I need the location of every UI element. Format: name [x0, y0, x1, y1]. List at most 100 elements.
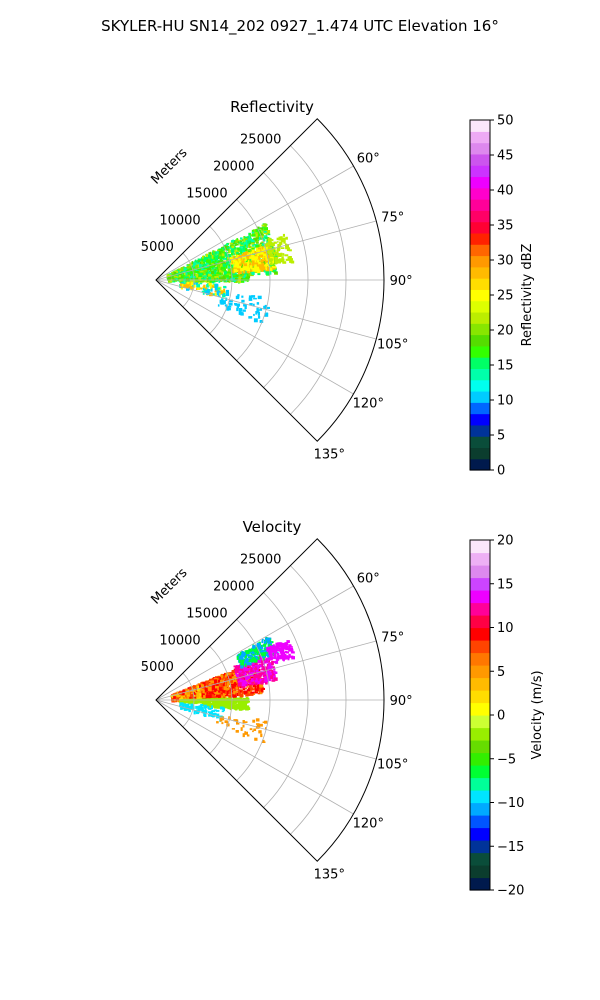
radar-echo-gate [186, 287, 190, 291]
radar-echo-gate [209, 258, 213, 262]
radar-echo-gate [260, 688, 263, 692]
radar-echo-gate [267, 640, 270, 643]
colorbar-segment [470, 142, 490, 155]
radar-echo-gate [231, 670, 235, 674]
radar-echo-gate [274, 251, 277, 255]
radar-echo-gate [260, 244, 263, 247]
radar-echo-gate [258, 730, 262, 734]
radar-echo-gate [244, 240, 247, 244]
radar-echo-gate [276, 249, 279, 254]
radar-echo-gate [211, 277, 214, 281]
radar-echo-gate [258, 316, 261, 319]
radial-tick-label: 25000 [240, 133, 281, 148]
radar-echo-gate [191, 284, 194, 288]
radar-echo-gate [258, 654, 262, 658]
colorbar-segment [470, 402, 490, 415]
radar-echo-gate [253, 692, 256, 695]
radar-echo-gate [198, 274, 202, 279]
radar-echo-gate [245, 705, 250, 708]
radar-echo-gate [215, 700, 218, 703]
radar-echo-gate [237, 677, 240, 682]
radar-echo-gate [237, 706, 240, 710]
radar-echo-gate [180, 270, 185, 274]
radar-echo-gate [257, 651, 261, 654]
radial-tick-label: 5000 [141, 240, 174, 255]
radar-echo-gate [233, 273, 237, 276]
radar-echo-gate [256, 650, 260, 654]
radar-echo-gate [203, 271, 206, 274]
radar-echo-gate [251, 242, 254, 245]
radar-echo-gate [181, 284, 185, 287]
radar-echo-gate [257, 673, 259, 677]
radar-echo-gate [187, 699, 191, 704]
radar-echo-gate [259, 308, 263, 311]
radar-echo-gate [214, 276, 218, 279]
radar-echo-gate [213, 702, 216, 705]
polar-frame [155, 118, 385, 442]
radar-echo-gate [239, 246, 242, 249]
radar-echo-gate [252, 684, 256, 688]
radar-echo-gate [235, 686, 238, 690]
radar-echo-gate [205, 253, 208, 258]
radar-echo-gate [273, 656, 277, 659]
radar-echo-gate [202, 255, 204, 259]
radar-echo-gate [220, 699, 223, 704]
radar-echo-gate [216, 705, 221, 709]
radar-echo-gate [207, 266, 212, 271]
radar-echo-gate [189, 276, 193, 278]
radar-echo-gate [184, 279, 187, 283]
radar-echo-gate [282, 258, 285, 262]
radar-echo-gate [286, 647, 291, 649]
radar-echo-gate [241, 651, 243, 654]
radar-echo-gate [179, 283, 184, 287]
radar-echo-gate [208, 276, 212, 280]
radar-echo-gate [239, 690, 243, 693]
radar-echo-gate [260, 231, 263, 236]
radar-echo-gate [251, 682, 255, 686]
radar-echo-gate [173, 694, 177, 697]
radar-echo-gate [218, 266, 221, 269]
radar-echo-gate [244, 667, 248, 670]
radar-echo-gate [218, 679, 221, 683]
radar-echo-gate [188, 268, 191, 271]
radar-echo-gate [214, 696, 218, 700]
radar-echo-gate [219, 290, 223, 294]
radar-echo-gate [290, 651, 295, 654]
radar-echo-gate [239, 679, 243, 683]
radar-echo-gate [265, 255, 267, 260]
radar-echo-gate [215, 272, 218, 274]
radar-echo-gate [231, 245, 235, 249]
radar-echo-gate [264, 313, 269, 317]
radar-echo-gate [184, 282, 186, 285]
radar-echo-gate [247, 668, 250, 671]
radar-echo-gate [237, 680, 241, 683]
radar-echo-gate [241, 277, 244, 281]
radar-echo-gate [265, 727, 267, 730]
radar-echo-gate [261, 668, 265, 670]
radar-echo-gate [257, 234, 261, 237]
radar-echo-gate [227, 278, 230, 283]
radar-echo-gate [187, 264, 192, 267]
radar-echo-gate [173, 696, 176, 699]
angular-gridline [155, 279, 377, 340]
radar-echo-gate [216, 287, 221, 290]
radar-echo-gate [208, 680, 212, 684]
radar-echo-gate [217, 261, 221, 263]
radar-echo-gate [254, 659, 258, 663]
radar-echo-gate [250, 678, 254, 682]
radar-echo-gate [225, 700, 229, 705]
radar-echo-gate [222, 674, 225, 676]
radar-echo-gate [201, 279, 204, 282]
radar-echo-gate [228, 691, 232, 694]
radar-echo-gate [182, 270, 186, 273]
radar-echo-gate [179, 269, 182, 273]
radar-echo-gate [220, 268, 223, 271]
radar-echo-gate [240, 250, 243, 254]
radar-echo-gate [257, 651, 259, 656]
radar-echo-gate [236, 697, 239, 702]
radar-echo-gate [193, 691, 195, 695]
radar-echo-gate [232, 694, 237, 699]
radar-echo-gate [242, 733, 245, 738]
radar-echo-gate [231, 249, 235, 253]
